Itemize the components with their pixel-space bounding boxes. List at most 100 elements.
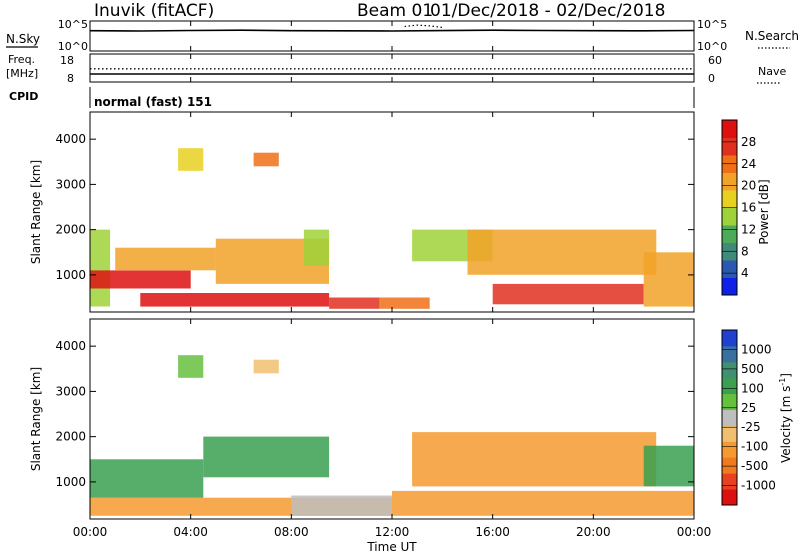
- power-cell-0: [90, 229, 111, 307]
- colorbar-segment: [722, 345, 737, 363]
- colorbar-tick-label: 24: [741, 157, 756, 171]
- colorbar-segment: [722, 409, 737, 426]
- colorbar-segment: [722, 260, 737, 278]
- velocity-cell-0: [90, 459, 204, 498]
- colorbar-tick-label: 1000: [741, 342, 772, 356]
- freq-label: Freq.: [8, 53, 35, 66]
- power-y-label: Slant Range [km]: [29, 160, 43, 264]
- colorbar-segment: [722, 393, 737, 411]
- power-y-axis: 1000 2000 3000 4000: [55, 132, 694, 282]
- nsky-series: [89, 24, 695, 32]
- freq-unit: [MHz]: [6, 67, 38, 80]
- freq-tick-bottom: 8: [67, 72, 74, 85]
- colorbar-tick-label: -500: [741, 459, 768, 473]
- velocity-y-axis: 1000 2000 3000 4000: [55, 339, 694, 489]
- velocity-heatmap: [90, 355, 694, 516]
- velocity-colorbar-label-sup: -1: [778, 378, 787, 386]
- power-cell-9: [467, 229, 657, 275]
- velocity-colorbar-label: Velocity [m s-1]: [778, 373, 793, 463]
- power-cell-2: [140, 293, 330, 307]
- colorbar-segment: [722, 120, 737, 138]
- colorbar-tick-label: 500: [741, 362, 764, 376]
- power-cell-5: [303, 229, 330, 266]
- x-tick-label: 12:00: [375, 525, 410, 539]
- nsearch-label: N.Search: [745, 29, 799, 43]
- colorbar-frame: [721, 329, 738, 506]
- colorbar-segment: [722, 207, 737, 226]
- velocity-cell-5: [392, 490, 694, 516]
- cpid-mode: normal (fast) 151: [94, 95, 212, 109]
- x-tick-label: 16:00: [475, 525, 510, 539]
- colorbar-segment: [722, 225, 737, 243]
- power-cell-13: [253, 152, 279, 167]
- y-tick-label: 3000: [55, 177, 86, 191]
- colorbar-segment: [722, 190, 737, 208]
- colorbar-segment: [722, 377, 737, 395]
- colorbar-tick-label: 28: [741, 135, 756, 149]
- nsky-tick-top: 10^5: [58, 18, 88, 31]
- station-title: Inuvik (fitACF): [94, 1, 214, 21]
- x-tick-label: 20:00: [576, 525, 611, 539]
- x-tick-label: 08:00: [274, 525, 309, 539]
- colorbar-tick-label: 8: [741, 244, 749, 258]
- nsearch-tick-bottom: 10^0: [697, 40, 727, 53]
- x-axis-label: Time UT: [366, 540, 417, 554]
- x-tick-label: 00:00: [73, 525, 108, 539]
- colorbar-tick-label: -100: [741, 440, 768, 454]
- power-cell-1: [90, 270, 191, 289]
- freq-nave-series: [90, 68, 694, 75]
- date-range: 01/Dec/2018 - 02/Dec/2018: [430, 1, 665, 21]
- nave-tick-bottom: 0: [708, 72, 715, 85]
- series-line-nsky: [89, 29, 695, 32]
- colorbar-segment: [722, 473, 737, 490]
- velocity-colorbar-label-end: ]: [779, 373, 793, 378]
- y-tick-label: 3000: [55, 384, 86, 398]
- colorbar-segment: [722, 489, 737, 506]
- colorbar-segment: [722, 361, 737, 379]
- power-cell-7: [379, 297, 430, 309]
- nsky-tick-bottom: 10^0: [58, 40, 88, 53]
- colorbar-segment: [722, 137, 737, 156]
- power-colorbar-label: Power [dB]: [757, 179, 771, 244]
- y-tick-label: 4000: [55, 132, 86, 146]
- nave-label: Nave: [758, 65, 786, 78]
- beam-label: Beam 01: [357, 1, 433, 21]
- colorbar-tick-label: 12: [741, 222, 756, 236]
- velocity-y-label: Slant Range [km]: [29, 367, 43, 471]
- colorbar-segment: [722, 277, 737, 296]
- power-colorbar: 4 8 12 16 20 24 28: [721, 119, 756, 296]
- y-tick-label: 1000: [55, 268, 86, 282]
- colorbar-tick-label: 25: [741, 401, 756, 415]
- colorbar-tick-label: 16: [741, 201, 756, 215]
- power-cell-3: [115, 247, 216, 271]
- colorbar-tick-label: 4: [741, 266, 749, 280]
- colorbar-segment: [722, 172, 737, 191]
- power-cell-12: [178, 148, 204, 171]
- freq-tick-top: 18: [60, 54, 74, 67]
- x-tick-label: 04:00: [173, 525, 208, 539]
- nave-tick-top: 60: [708, 54, 722, 67]
- velocity-cell-3: [291, 495, 392, 516]
- colorbar-segment: [722, 425, 737, 442]
- power-cell-6: [329, 297, 380, 309]
- velocity-cell-6: [643, 445, 694, 487]
- power-heatmap: [90, 148, 694, 309]
- colorbar-tick-label: -1000: [741, 479, 776, 493]
- velocity-cell-1: [203, 436, 330, 478]
- colorbar-segment: [722, 330, 737, 347]
- velocity-cell-7: [178, 355, 204, 378]
- y-tick-label: 4000: [55, 339, 86, 353]
- power-cell-11: [643, 252, 694, 307]
- time-x-axis: 00:00 04:00 08:00 12:00 16:00 20:00 00:00: [73, 21, 711, 539]
- colorbar-segment: [722, 441, 737, 458]
- y-tick-label: 2000: [55, 430, 86, 444]
- velocity-cell-8: [253, 359, 279, 374]
- power-cell-10: [492, 283, 644, 305]
- y-tick-label: 2000: [55, 223, 86, 237]
- series-line-nsearch: [404, 24, 443, 28]
- colorbar-tick-label: 20: [741, 179, 756, 193]
- velocity-cell-4: [412, 432, 657, 487]
- velocity-colorbar-label-text: Velocity [m s: [779, 386, 793, 463]
